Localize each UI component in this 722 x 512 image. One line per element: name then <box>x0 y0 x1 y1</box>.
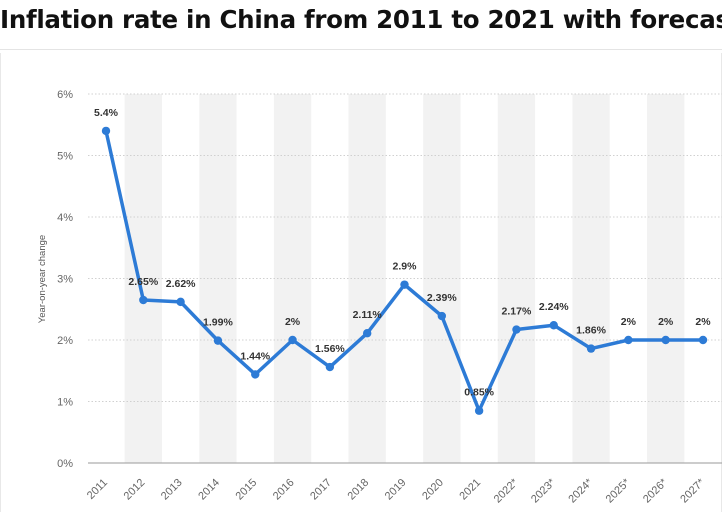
y-tick-label: 4% <box>57 212 73 224</box>
data-label: 2.24% <box>539 301 569 313</box>
data-label: 2.11% <box>353 309 383 321</box>
x-tick-label: 2027* <box>678 476 707 505</box>
data-point[interactable] <box>400 280 409 289</box>
data-point[interactable] <box>101 126 111 136</box>
y-tick-label: 6% <box>57 89 73 101</box>
data-label: 1.44% <box>240 350 270 362</box>
data-point[interactable] <box>362 329 372 338</box>
y-tick-label: 0% <box>57 458 73 470</box>
x-tick-label: 2024* <box>566 476 595 505</box>
data-point[interactable] <box>549 321 558 330</box>
data-label: 1.99% <box>203 317 233 329</box>
x-tick-label: 2015 <box>234 477 260 503</box>
data-point[interactable] <box>288 335 297 345</box>
data-label: 2% <box>285 316 301 328</box>
y-tick-label: 5% <box>57 151 73 163</box>
data-point[interactable] <box>139 295 148 305</box>
x-tick-label: 2011 <box>85 477 110 502</box>
data-label: 1.56% <box>315 343 345 355</box>
series-inflation-rate <box>101 126 708 415</box>
x-tick-label: 2020 <box>420 477 446 503</box>
data-point[interactable] <box>661 335 670 345</box>
data-label: 2.39% <box>427 292 457 304</box>
x-tick-label: 2013 <box>159 477 185 503</box>
title-divider <box>0 49 722 50</box>
x-tick-label: 2016 <box>271 477 297 503</box>
data-label: 5.4% <box>94 107 119 119</box>
data-label: 2.65% <box>128 276 158 288</box>
x-tick-label: 2012 <box>122 477 148 503</box>
x-tick-label: 2018 <box>346 477 372 503</box>
data-point[interactable] <box>512 325 521 334</box>
y-tick-label: 3% <box>57 274 73 286</box>
data-label: 0.85% <box>464 387 494 399</box>
data-label: 2.9% <box>393 261 418 273</box>
x-tick-label: 2017 <box>308 477 334 503</box>
x-tick-label: 2023* <box>529 476 558 505</box>
x-tick-label: 2025* <box>604 476 633 505</box>
x-axis-ticks: 2011 2012 2013 2014 2015 2016 2017 2018 2019 2020… <box>85 476 708 505</box>
y-axis-label: Year-on-year change <box>37 235 48 323</box>
data-point[interactable] <box>437 311 447 321</box>
y-tick-label: 1% <box>57 397 73 409</box>
data-label: 2.62% <box>166 278 196 290</box>
data-label: 2.17% <box>502 306 532 318</box>
x-tick-label: 2014 <box>196 477 222 503</box>
data-point[interactable] <box>698 335 708 345</box>
gridlines <box>88 93 722 464</box>
data-label: 2% <box>658 316 674 328</box>
x-tick-label: 2022* <box>492 476 521 505</box>
data-label: 2% <box>621 316 637 328</box>
data-point[interactable] <box>474 406 484 415</box>
data-label: 2% <box>695 316 711 328</box>
data-point[interactable] <box>213 336 223 345</box>
data-point[interactable] <box>176 297 185 307</box>
x-tick-label: 2026* <box>641 476 670 505</box>
y-tick-label: 2% <box>57 335 73 347</box>
y-axis-ticks: 0% 1% 2% 3% 4% 5% 6% <box>57 89 73 470</box>
chart-title: Inflation rate in China from 2011 to 202… <box>0 5 722 34</box>
x-tick-label: 2021 <box>457 477 483 503</box>
data-point[interactable] <box>624 335 633 345</box>
data-labels: 5.4% 2.65% 2.62% 1.99% 1.44% 2% 1.56% 2.11% 2.9%… <box>94 107 711 399</box>
data-point[interactable] <box>251 370 260 379</box>
data-label: 1.86% <box>576 325 606 337</box>
data-point[interactable] <box>325 362 335 372</box>
x-tick-label: 2019 <box>383 477 409 503</box>
data-point[interactable] <box>586 344 596 353</box>
